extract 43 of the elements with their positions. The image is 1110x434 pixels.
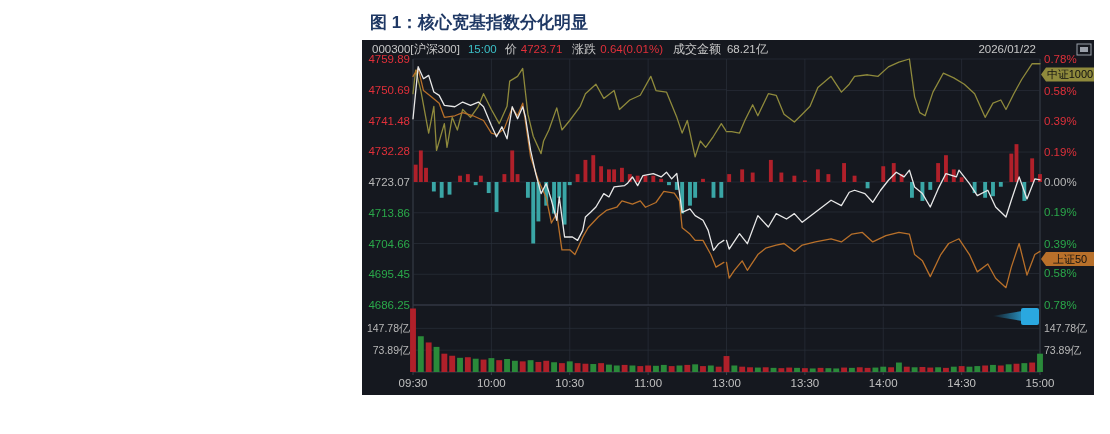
y2-tick-label: 0.39% [1044, 114, 1077, 127]
x-tick-label: 10:30 [555, 377, 585, 389]
x-tick-label: 11:00 [634, 377, 663, 389]
text: 68.21亿 [726, 43, 768, 55]
y2-tick-label: 0.78% [1044, 53, 1077, 65]
y-tick-label: 4713.86 [368, 206, 410, 219]
y2-tick-label: 0.00% [1044, 176, 1077, 188]
text: 成交金额 [672, 42, 721, 55]
chart-title: 图 1：核心宽基指数分化明显 [370, 13, 589, 32]
y2-tick-label: 0.19% [1044, 146, 1077, 159]
y2-tick-label: 73.89亿 [1044, 344, 1082, 357]
text: 0.64(0.01%) [600, 43, 664, 55]
y-tick-label: 4704.66 [368, 237, 410, 250]
x-tick-label: 09:30 [398, 377, 428, 389]
y-tick-label: 4759.89 [368, 53, 410, 65]
y-tick-label: 73.89亿 [372, 344, 410, 357]
y-tick-label: 147.78亿 [366, 322, 410, 335]
y-tick-label: 4695.45 [368, 268, 410, 281]
series-label: 上证50 [1052, 252, 1088, 265]
x-tick-label: 13:30 [790, 377, 820, 389]
y2-tick-label: 0.58% [1044, 84, 1077, 97]
text: 涨跌 [572, 43, 597, 55]
x-tick-label: 14:30 [947, 377, 977, 389]
series-label: 中证1000 [1046, 68, 1094, 81]
y2-tick-label: 147.78亿 [1044, 322, 1088, 335]
y2-tick-label: 0.39% [1044, 237, 1077, 250]
text: 15:00 [467, 43, 497, 55]
text: 2026/01/22 [978, 43, 1036, 55]
x-tick-label: 14:00 [868, 377, 898, 389]
x-tick-label: 15:00 [1025, 377, 1055, 389]
text: 价 [503, 43, 517, 55]
x-tick-label: 10:00 [476, 377, 506, 389]
text: 4723.71 [520, 43, 563, 55]
y-tick-label: 4732.28 [368, 145, 410, 158]
y2-tick-label: 0.78% [1044, 299, 1077, 311]
y2-tick-label: 0.58% [1044, 267, 1077, 280]
y-tick-label: 4686.25 [368, 299, 410, 311]
y2-tick-label: 0.19% [1044, 205, 1077, 218]
y-tick-label: 4741.48 [368, 114, 410, 127]
y-tick-label: 4750.69 [368, 83, 410, 96]
y-tick-label: 4723.07 [368, 176, 410, 188]
text: 000300[沪深300] [372, 42, 460, 55]
x-tick-label: 13:00 [712, 377, 741, 389]
